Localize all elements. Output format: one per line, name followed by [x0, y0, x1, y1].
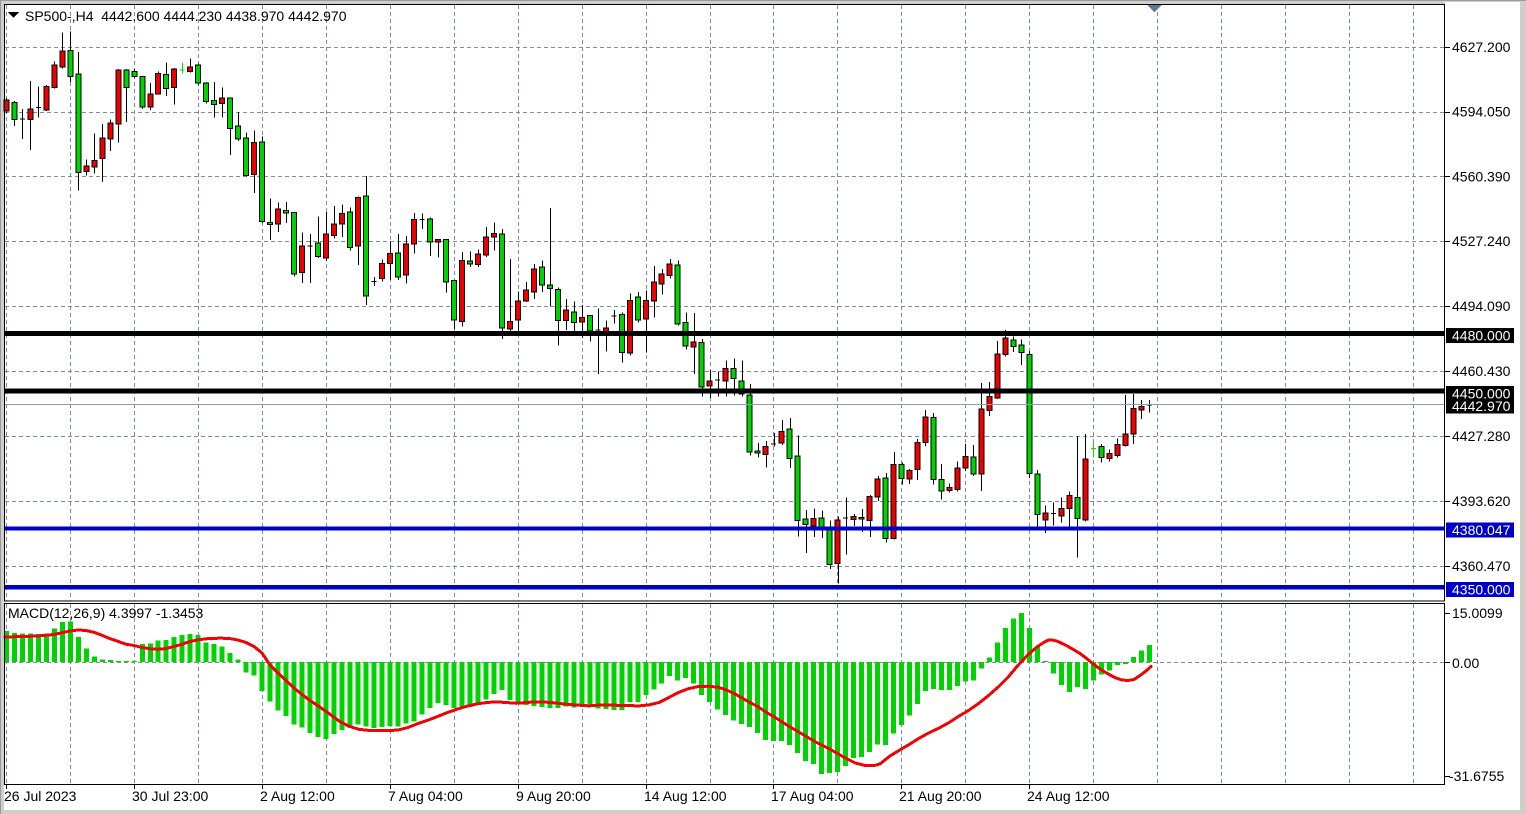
- svg-text:24 Aug 12:00: 24 Aug 12:00: [1027, 788, 1110, 804]
- svg-text:17 Aug 04:00: 17 Aug 04:00: [771, 788, 854, 804]
- svg-text:4450.000: 4450.000: [1452, 385, 1511, 401]
- svg-text:SP500-,H4 4442.600 4444.230 4: SP500-,H4 4442.600 4444.230 4438.970 444…: [25, 8, 347, 24]
- svg-text:MACD(12,26,9) 4.3997 -1.3453: MACD(12,26,9) 4.3997 -1.3453: [8, 605, 204, 621]
- svg-text:4527.240: 4527.240: [1452, 233, 1511, 249]
- svg-text:4494.090: 4494.090: [1452, 298, 1511, 314]
- svg-text:4560.390: 4560.390: [1452, 168, 1511, 184]
- svg-text:7 Aug 04:00: 7 Aug 04:00: [388, 788, 463, 804]
- svg-text:21 Aug 20:00: 21 Aug 20:00: [899, 788, 982, 804]
- svg-text:26 Jul 2023: 26 Jul 2023: [4, 788, 77, 804]
- svg-text:-31.6755: -31.6755: [1449, 768, 1504, 784]
- svg-text:30 Jul 23:00: 30 Jul 23:00: [132, 788, 208, 804]
- svg-text:0.00: 0.00: [1452, 655, 1479, 671]
- svg-text:14 Aug 12:00: 14 Aug 12:00: [644, 788, 727, 804]
- svg-text:4594.050: 4594.050: [1452, 104, 1511, 120]
- svg-text:4442.970: 4442.970: [1452, 398, 1511, 414]
- svg-text:4380.047: 4380.047: [1452, 522, 1511, 538]
- svg-text:15.0099: 15.0099: [1452, 605, 1503, 621]
- svg-text:4350.000: 4350.000: [1452, 582, 1511, 598]
- svg-text:4360.470: 4360.470: [1452, 558, 1511, 574]
- svg-text:4427.280: 4427.280: [1452, 428, 1511, 444]
- svg-text:4480.000: 4480.000: [1452, 327, 1511, 343]
- svg-text:4627.200: 4627.200: [1452, 39, 1511, 55]
- svg-text:4393.620: 4393.620: [1452, 493, 1511, 509]
- svg-text:9 Aug 20:00: 9 Aug 20:00: [516, 788, 591, 804]
- svg-text:4460.430: 4460.430: [1452, 363, 1511, 379]
- svg-text:2 Aug 12:00: 2 Aug 12:00: [260, 788, 335, 804]
